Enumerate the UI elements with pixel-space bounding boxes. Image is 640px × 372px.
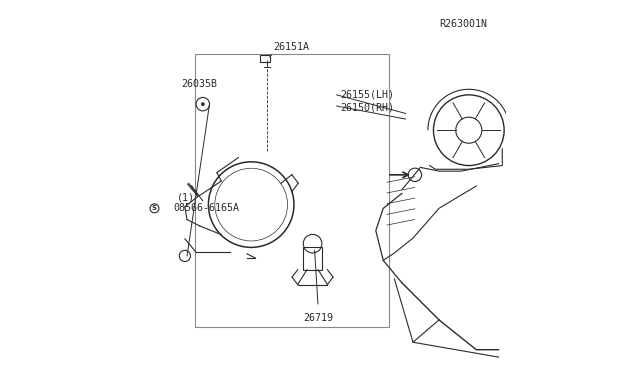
- Text: 26155(LH): 26155(LH): [340, 90, 394, 100]
- Text: (1): (1): [177, 192, 195, 202]
- Bar: [260, 55, 270, 62]
- Circle shape: [202, 103, 204, 106]
- Bar: [303, 247, 322, 270]
- Text: 26719: 26719: [303, 313, 333, 323]
- Text: 08566-6165A: 08566-6165A: [173, 203, 239, 213]
- Text: R263001N: R263001N: [439, 19, 487, 29]
- Text: 26150(RH): 26150(RH): [340, 103, 394, 113]
- Text: 26151A: 26151A: [273, 42, 310, 51]
- Text: S: S: [152, 205, 157, 211]
- Text: 26035B: 26035B: [181, 79, 217, 89]
